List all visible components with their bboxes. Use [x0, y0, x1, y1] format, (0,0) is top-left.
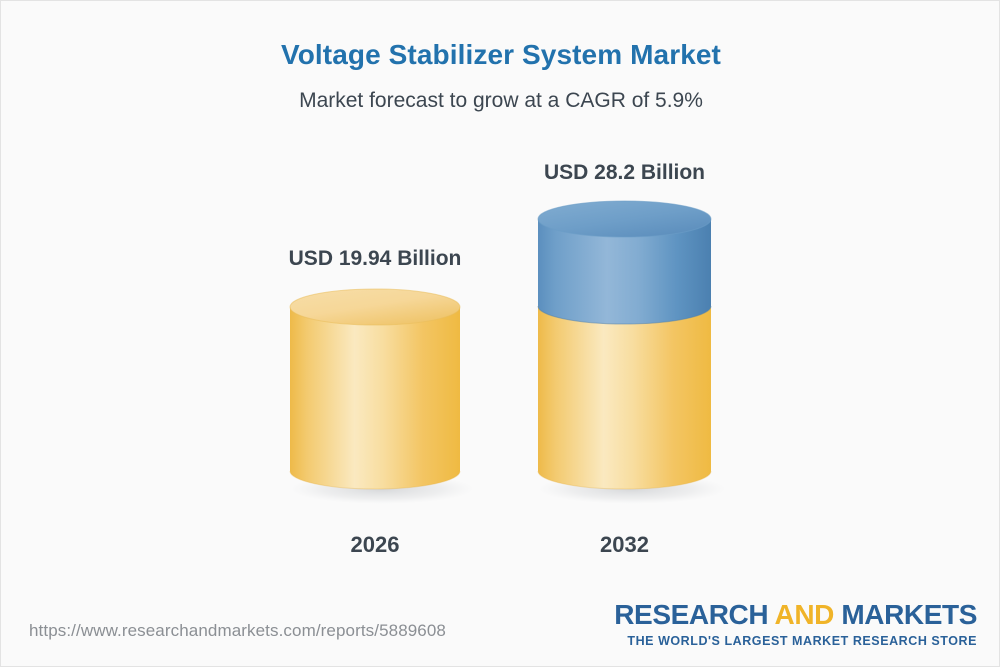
logo-tagline: THE WORLD'S LARGEST MARKET RESEARCH STOR… — [627, 634, 977, 648]
value-label-2032: USD 28.2 Billion — [543, 161, 706, 184]
category-label-2032: 2032 — [600, 532, 649, 557]
source-url[interactable]: https://www.researchandmarkets.com/repor… — [29, 621, 446, 640]
logo-word-research: RESEARCH — [614, 599, 775, 630]
logo-word-and: AND — [774, 599, 835, 630]
logo-wordmark: RESEARCH AND MARKETS — [614, 601, 977, 629]
cylinder-bar-2032 — [537, 200, 726, 515]
value-label-2026: USD 19.94 Billion — [288, 247, 462, 270]
category-label-2026: 2026 — [350, 532, 400, 557]
research-and-markets-logo: RESEARCH AND MARKETS THE WORLD'S LARGEST… — [614, 601, 977, 649]
chart-subtitle: Market forecast to grow at a CAGR of 5.9… — [299, 89, 703, 112]
cylinder-bar-2026 — [289, 288, 474, 515]
chart-title: Voltage Stabilizer System Market — [281, 39, 721, 70]
logo-word-markets: MARKETS — [833, 599, 977, 630]
plot-area: USD 19.94 Billion — [1, 141, 999, 581]
